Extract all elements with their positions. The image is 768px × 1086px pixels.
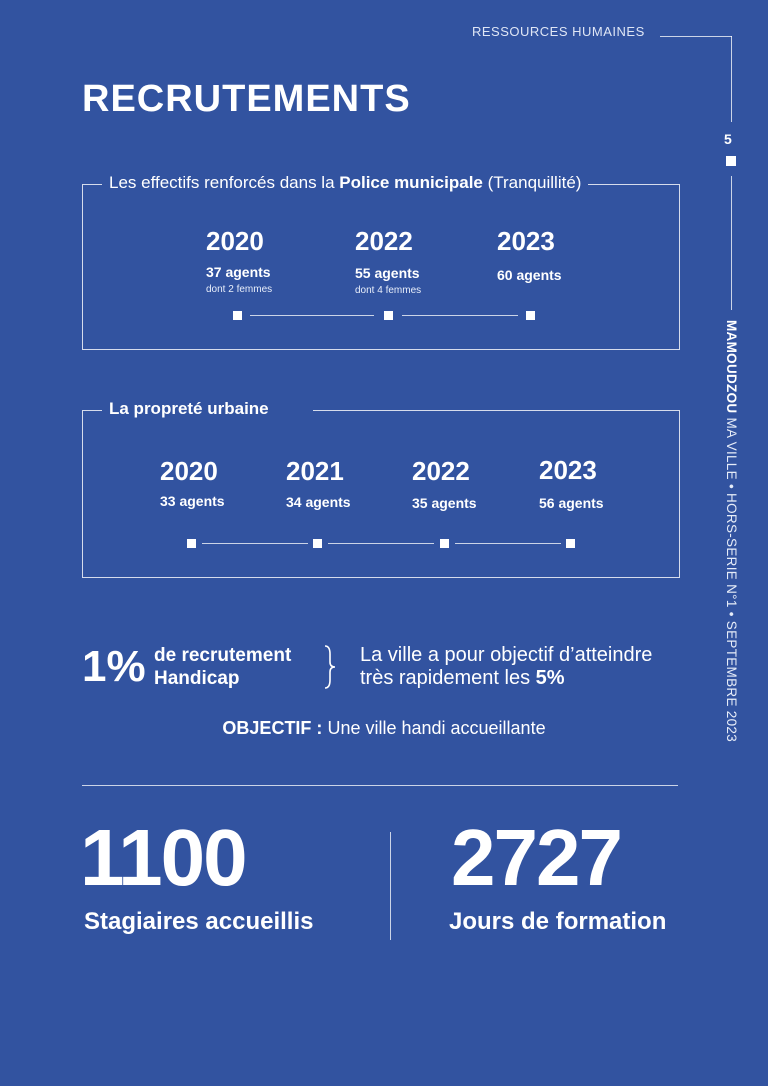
police-agents-2023: 60 agents: [497, 267, 562, 283]
brace-icon: [324, 645, 336, 689]
stat-label-formation: Jours de formation: [449, 908, 667, 935]
handicap-goal-line2-text: très rapidement les: [360, 667, 536, 689]
handicap-goal-line2: très rapidement les 5%: [360, 667, 652, 690]
proprete-agents-2022: 35 agents: [412, 495, 477, 511]
side-rule-middle: [731, 176, 732, 310]
page-number: 5: [724, 131, 732, 147]
proprete-agents-2020: 33 agents: [160, 493, 225, 509]
handicap-goal: La ville a pour objectif d’atteindre trè…: [360, 644, 652, 690]
proprete-box: [82, 410, 680, 578]
side-brand: MAMOUDZOU: [724, 320, 739, 414]
police-year-2023: 2023: [497, 226, 555, 256]
police-title-pre: Les effectifs renforcés dans la: [109, 173, 340, 192]
handicap-label-line1: de recrutement: [154, 645, 292, 666]
timeline-line: [455, 543, 561, 544]
timeline-marker: [313, 539, 322, 548]
proprete-year-2021: 2021: [286, 456, 344, 486]
proprete-title: La propreté urbaine: [109, 399, 269, 418]
proprete-agents-2023: 56 agents: [539, 495, 604, 511]
timeline-line: [250, 315, 374, 316]
timeline-line: [328, 543, 434, 544]
proprete-box-title: La propreté urbaine: [102, 399, 313, 419]
proprete-year-2022: 2022: [412, 456, 470, 486]
handicap-label-line2: Handicap: [154, 668, 240, 689]
page-marker-square: [726, 156, 736, 166]
police-title-bold: Police municipale: [339, 173, 483, 192]
police-agents-2020: 37 agents: [206, 264, 271, 280]
proprete-year-2020: 2020: [160, 456, 218, 486]
objectif-label: OBJECTIF :: [222, 718, 323, 738]
timeline-marker: [384, 311, 393, 320]
page-title: RECRUTEMENTS: [82, 78, 411, 120]
proprete-agents-2021: 34 agents: [286, 494, 351, 510]
stat-number-stagiaires: 1100: [80, 813, 248, 902]
section-divider: [82, 785, 678, 786]
stat-number-formation: 2727: [451, 813, 623, 902]
handicap-percent: 1%: [82, 642, 146, 691]
timeline-marker: [566, 539, 575, 548]
side-rule-top: [731, 36, 732, 122]
stat-label-stagiaires: Stagiaires accueillis: [84, 908, 314, 935]
police-note-2020: dont 2 femmes: [206, 284, 273, 295]
handicap-goal-target: 5%: [535, 667, 565, 689]
timeline-marker: [187, 539, 196, 548]
section-label: RESSOURCES HUMAINES: [472, 24, 645, 39]
timeline-line: [202, 543, 308, 544]
header-rule: [660, 36, 732, 37]
timeline-marker: [526, 311, 535, 320]
timeline-marker: [440, 539, 449, 548]
timeline-marker: [233, 311, 242, 320]
police-title-post: (Tranquillité): [482, 173, 582, 192]
police-agents-2022: 55 agents: [355, 265, 420, 281]
police-year-2022: 2022: [355, 226, 413, 256]
police-year-2020: 2020: [206, 226, 264, 256]
side-issue: MA VILLE • HORS-SERIE N°1 • SEPTEMBRE 20…: [724, 413, 739, 743]
stats-vertical-divider: [390, 832, 391, 940]
objectif-text: Une ville handi accueillante: [322, 718, 546, 738]
objectif-line: OBJECTIF : Une ville handi accueillante: [0, 718, 768, 739]
handicap-label: de recrutement Handicap: [154, 644, 291, 690]
police-box-title: Les effectifs renforcés dans la Police m…: [102, 173, 589, 193]
side-publication-text: MAMOUDZOU MA VILLE • HORS-SERIE N°1 • SE…: [724, 320, 739, 742]
timeline-line: [402, 315, 518, 316]
proprete-year-2023: 2023: [539, 455, 597, 485]
police-note-2022: dont 4 femmes: [355, 285, 422, 296]
handicap-goal-line1: La ville a pour objectif d’atteindre: [360, 644, 653, 666]
